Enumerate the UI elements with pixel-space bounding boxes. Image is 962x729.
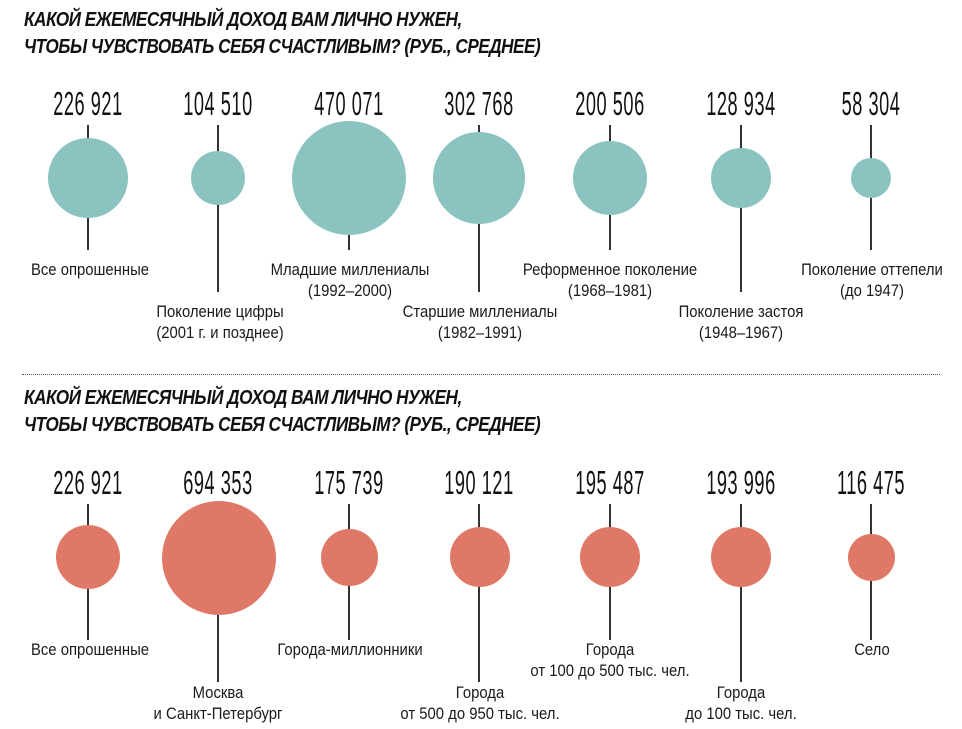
label-line: Все опрошенные [30, 261, 150, 279]
category-label: Города-миллионники [233, 640, 467, 661]
title-line-2: ЧТОБЫ ЧУВСТВОВАТЬ СЕБЯ СЧАСТЛИВЫМ? (РУБ.… [24, 36, 541, 58]
label-line: Поколение оттепели [801, 261, 943, 279]
value-label: 302 768 [444, 85, 514, 122]
category-label: Москва и Санкт-Петербург [101, 683, 335, 725]
category-label: Старшие миллениалы (1982–1991) [363, 302, 597, 344]
value-label: 694 353 [183, 464, 253, 501]
bubble-cities-100-500k [580, 527, 640, 587]
category-label: Поколение застоя (1948–1967) [624, 302, 858, 344]
label-line: и Санкт-Петербург [153, 705, 283, 723]
label-line: от 100 до 500 тыс. чел. [530, 662, 690, 680]
value-label: 470 071 [314, 85, 384, 122]
value-label: 104 510 [183, 85, 253, 122]
title-line-1: КАКОЙ ЕЖЕМЕСЯЧНЫЙ ДОХОД ВАМ ЛИЧНО НУЖЕН, [24, 387, 462, 409]
label-line: Москва [192, 684, 244, 702]
value-label: 200 506 [575, 85, 645, 122]
connector-line [740, 504, 742, 682]
value-label: 58 304 [841, 85, 901, 122]
label-line: Все опрошенные [30, 641, 150, 659]
category-label: Города до 100 тыс. чел. [624, 683, 858, 725]
value-label: 175 739 [314, 464, 384, 501]
label-line: (1948–1967) [698, 324, 784, 342]
title-line-1: КАКОЙ ЕЖЕМЕСЯЧНЫЙ ДОХОД ВАМ ЛИЧНО НУЖЕН, [24, 9, 462, 31]
category-label: Поколение оттепели (до 1947) [755, 260, 962, 302]
category-label: Все опрошенные [0, 260, 207, 281]
bubble-stagnation-gen [711, 148, 771, 208]
section-divider [22, 374, 940, 375]
label-line: (1982–1991) [437, 324, 523, 342]
category-label: Поколение цифры (2001 г. и позднее) [103, 302, 337, 344]
bubble-reform-gen [573, 141, 647, 215]
label-line: Города [455, 684, 505, 702]
bubble-older-millennials [433, 132, 525, 224]
bubble-village [848, 534, 895, 581]
label-line: (до 1947) [840, 282, 904, 300]
label-line: Поколение цифры [156, 303, 284, 321]
label-line: (1968–1981) [567, 282, 653, 300]
value-label: 128 934 [706, 85, 776, 122]
connector-line [478, 504, 480, 682]
bubble-young-millennials [292, 121, 406, 235]
label-line: Города [585, 641, 635, 659]
bubble-million-cities [321, 529, 378, 586]
label-line: (1992–2000) [307, 282, 393, 300]
title-line-2: ЧТОБЫ ЧУВСТВОВАТЬ СЕБЯ СЧАСТЛИВЫМ? (РУБ.… [24, 414, 541, 436]
bubble-cities-500-950k [450, 527, 510, 587]
bubble-thaw-gen [851, 158, 891, 198]
label-line: от 500 до 950 тыс. чел. [400, 705, 560, 723]
bubble-all-respondents [56, 525, 120, 589]
label-line: Реформенное поколение [522, 261, 698, 279]
bubble-gen-digital [191, 151, 245, 205]
bubble-cities-under-100k [711, 527, 771, 587]
category-label: Младшие миллениалы (1992–2000) [233, 260, 467, 302]
label-line: Города-миллионники [277, 641, 423, 659]
bubble-moscow-spb [162, 501, 276, 615]
label-line: Поколение застоя [678, 303, 804, 321]
category-label: Реформенное поколение (1968–1981) [493, 260, 727, 302]
label-line: Города [716, 684, 766, 702]
category-label: Города от 500 до 950 тыс. чел. [363, 683, 597, 725]
bubble-all-respondents [48, 138, 128, 218]
label-line: (2001 г. и позднее) [156, 324, 284, 342]
category-label: Село [755, 640, 962, 661]
connector-line [740, 125, 742, 292]
chart-title-generations: КАКОЙ ЕЖЕМЕСЯЧНЫЙ ДОХОД ВАМ ЛИЧНО НУЖЕН,… [24, 7, 541, 61]
value-label: 116 475 [836, 464, 906, 501]
value-label: 190 121 [444, 464, 514, 501]
value-label: 195 487 [575, 464, 645, 501]
label-line: Старшие миллениалы [402, 303, 558, 321]
label-line: до 100 тыс. чел. [685, 705, 797, 723]
label-line: Село [854, 641, 890, 659]
category-label: Все опрошенные [0, 640, 207, 661]
value-label: 226 921 [53, 85, 123, 122]
category-label: Города от 100 до 500 тыс. чел. [493, 640, 727, 682]
value-label: 193 996 [706, 464, 776, 501]
chart-title-settlements: КАКОЙ ЕЖЕМЕСЯЧНЫЙ ДОХОД ВАМ ЛИЧНО НУЖЕН,… [24, 385, 541, 439]
value-label: 226 921 [53, 464, 123, 501]
connector-line [217, 125, 219, 292]
label-line: Младшие миллениалы [270, 261, 430, 279]
